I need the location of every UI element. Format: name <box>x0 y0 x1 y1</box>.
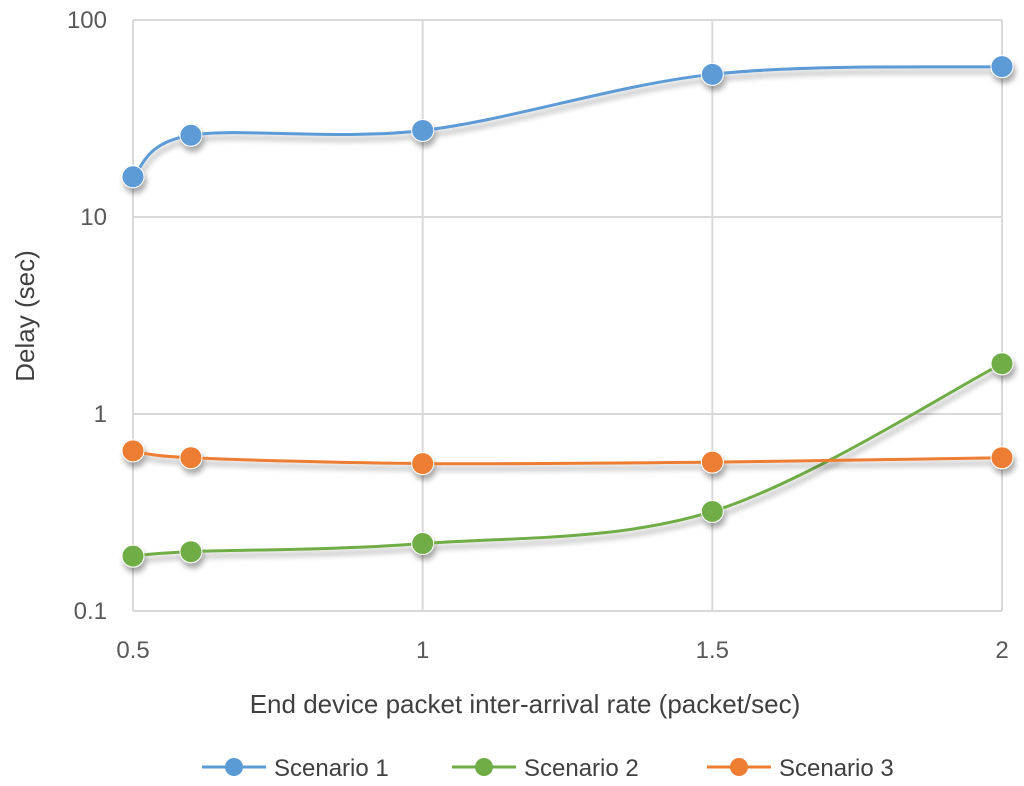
data-point-scenario-1 <box>990 55 1014 79</box>
legend-item-scenario-2: Scenario 2 <box>452 755 639 782</box>
data-point-scenario-1 <box>700 62 724 86</box>
x-tick-label: 2 <box>995 637 1008 664</box>
legend-item-scenario-1: Scenario 1 <box>202 755 389 782</box>
data-point-scenario-3 <box>990 446 1014 470</box>
legend-label: Scenario 3 <box>779 755 894 782</box>
legend: Scenario 1 Scenario 2 Scenario 3 <box>202 755 894 782</box>
data-point-scenario-3 <box>179 446 203 470</box>
legend-item-scenario-3: Scenario 3 <box>707 755 894 782</box>
legend-label: Scenario 1 <box>274 755 389 782</box>
x-axis-title: End device packet inter-arrival rate (pa… <box>250 689 801 719</box>
y-tick-label: 0.1 <box>74 598 107 625</box>
data-point-scenario-3 <box>700 450 724 474</box>
series-line-scenario-1 <box>131 65 1003 179</box>
y-tick-label: 100 <box>67 7 107 34</box>
plot-area <box>121 55 1014 568</box>
legend-label: Scenario 2 <box>524 755 639 782</box>
data-point-scenario-3 <box>121 439 145 463</box>
axis-ticks: 0.1 1 10 100 0.5 1 1.5 2 <box>67 7 1009 664</box>
data-point-scenario-2 <box>179 540 203 564</box>
data-point-scenario-3 <box>411 452 435 476</box>
x-tick-label: 0.5 <box>116 637 149 664</box>
data-point-scenario-1 <box>411 118 435 142</box>
data-point-scenario-1 <box>179 123 203 147</box>
legend-marker <box>475 758 493 776</box>
series-scenario-1 <box>121 55 1014 189</box>
data-point-scenario-1 <box>121 165 145 189</box>
x-tick-label: 1 <box>416 637 429 664</box>
y-tick-label: 10 <box>80 204 107 231</box>
legend-marker <box>225 758 243 776</box>
y-tick-label: 1 <box>94 401 107 428</box>
x-tick-label: 1.5 <box>696 637 729 664</box>
data-point-scenario-2 <box>121 544 145 568</box>
data-point-scenario-2 <box>411 532 435 556</box>
grid <box>132 19 1003 612</box>
series-scenario-2 <box>121 352 1014 568</box>
series-scenario-3 <box>121 439 1014 476</box>
data-point-scenario-2 <box>990 352 1014 376</box>
data-point-scenario-2 <box>700 499 724 523</box>
legend-marker <box>730 758 748 776</box>
series-line-scenario-3 <box>132 449 1003 466</box>
y-axis-title: Delay (sec) <box>10 250 40 381</box>
